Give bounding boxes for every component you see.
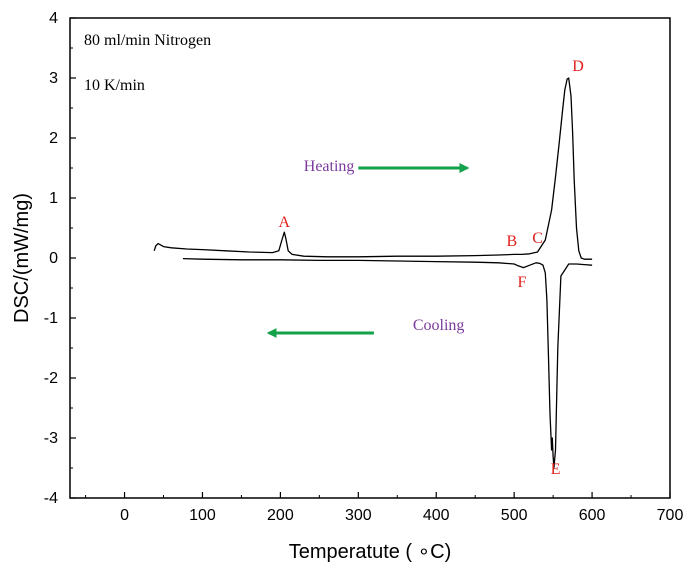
y-tick-label: -3 <box>44 430 58 447</box>
x-tick-label: 600 <box>579 507 606 524</box>
y-tick-label: -4 <box>44 490 58 507</box>
y-tick-label: -1 <box>44 310 58 327</box>
y-axis-ticks: -4 -3 -2 -1 0 1 2 3 4 <box>44 10 76 507</box>
x-tick-label: 500 <box>501 507 528 524</box>
point-label-e: E <box>551 461 561 478</box>
point-label-b: B <box>506 233 517 250</box>
point-label-c: C <box>532 230 543 247</box>
x-tick-label: 300 <box>345 507 372 524</box>
y-tick-label: 0 <box>49 250 58 267</box>
conditions-layer: 80 ml/min Nitrogen 10 K/min <box>84 32 211 94</box>
y-tick-label: 4 <box>49 10 58 27</box>
point-label-f: F <box>517 274 526 291</box>
condition-note: 10 K/min <box>84 77 145 94</box>
x-tick-label: 400 <box>423 507 450 524</box>
plot-frame <box>69 17 671 499</box>
x-tick-label: 0 <box>120 507 129 524</box>
x-axis-ticks: 0 100 200 300 400 500 600 700 <box>85 492 684 524</box>
series-layer <box>153 77 593 469</box>
x-tick-label: 700 <box>657 507 684 524</box>
y-axis-title: DSC/(mW/mg) <box>11 193 33 323</box>
condition-note: 80 ml/min Nitrogen <box>84 32 211 49</box>
y-tick-label: 2 <box>49 130 58 147</box>
heating-label: Heating <box>304 158 355 175</box>
x-tick-label: 200 <box>267 507 294 524</box>
cooling-curve-line <box>182 257 593 469</box>
point-label-d: D <box>572 58 584 75</box>
y-tick-label: 3 <box>49 70 58 87</box>
annotation-layer: A B C D E F Heating Cooling <box>266 58 584 478</box>
cooling-label: Cooling <box>413 317 465 334</box>
heating-curve-line <box>153 77 593 260</box>
y-tick-label: 1 <box>49 190 58 207</box>
x-axis-title: Temperatute ( ∘C) <box>289 541 452 563</box>
point-label-a: A <box>279 214 291 231</box>
y-tick-label: -2 <box>44 370 58 387</box>
x-tick-label: 100 <box>189 507 216 524</box>
